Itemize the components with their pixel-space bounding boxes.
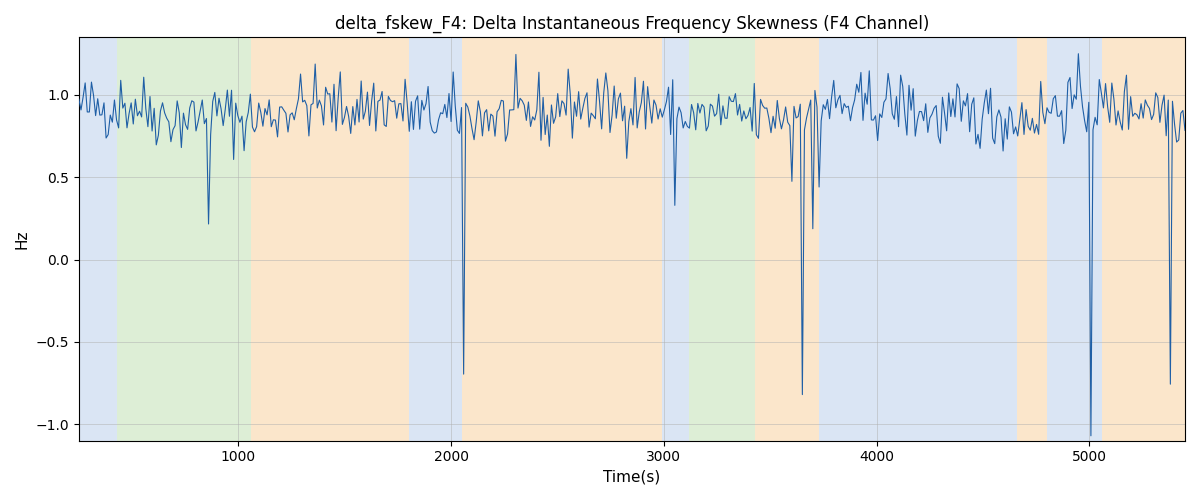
Title: delta_fskew_F4: Delta Instantaneous Frequency Skewness (F4 Channel): delta_fskew_F4: Delta Instantaneous Freq… — [335, 15, 929, 34]
Bar — [689, 38, 755, 440]
Bar — [680, 38, 689, 440]
Bar — [820, 38, 1016, 440]
Bar — [1016, 38, 1046, 440]
Bar — [79, 38, 118, 440]
X-axis label: Time(s): Time(s) — [604, 470, 660, 485]
Bar — [409, 38, 462, 440]
Bar — [251, 38, 409, 440]
Bar — [1046, 38, 1102, 440]
Y-axis label: Hz: Hz — [14, 230, 30, 249]
Bar — [661, 38, 680, 440]
Bar — [1102, 38, 1184, 440]
Bar — [755, 38, 820, 440]
Bar — [118, 38, 251, 440]
Bar — [462, 38, 661, 440]
